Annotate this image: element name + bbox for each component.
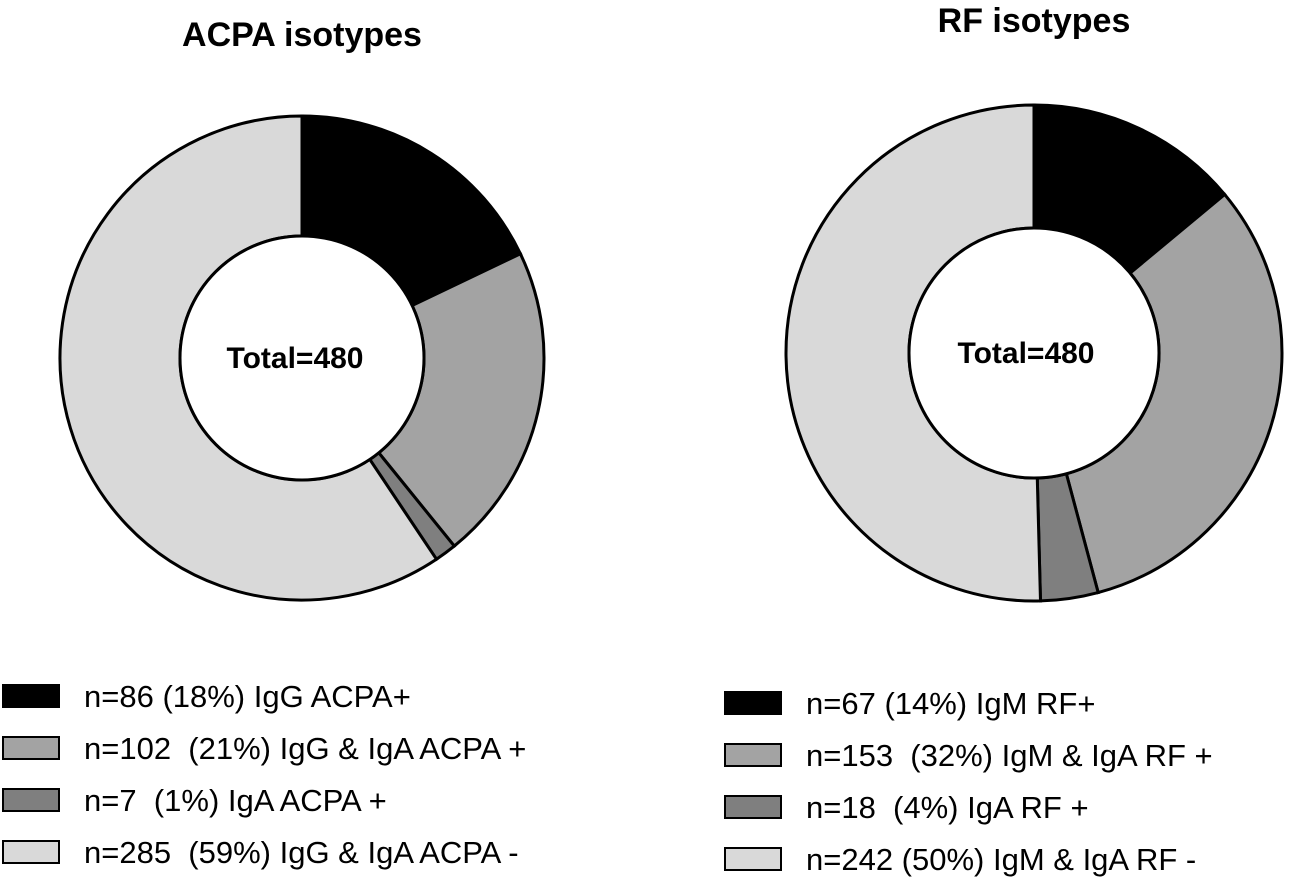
rf-donut-chart: Total=480 (784, 103, 1284, 603)
legend-label: n=153 (32%) IgM & IgA RF + (806, 737, 1213, 773)
legend-label: n=7 (1%) IgA ACPA + (84, 782, 387, 818)
legend-label: n=67 (14%) IgM RF+ (806, 685, 1096, 721)
legend-label: n=86 (18%) IgG ACPA+ (84, 678, 411, 714)
legend-item: n=7 (1%) IgA ACPA + (2, 774, 526, 826)
rf-chart-panel: RF isotypes Total=480 n=67 (14%) IgM RF+… (649, 0, 1298, 876)
donut-hole (178, 234, 426, 482)
acpa-legend: n=86 (18%) IgG ACPA+ n=102 (21%) IgG & I… (2, 670, 526, 878)
legend-item: n=86 (18%) IgG ACPA+ (2, 670, 526, 722)
legend-item: n=67 (14%) IgM RF+ (724, 677, 1213, 729)
donut-hole (907, 226, 1161, 480)
legend-swatch (2, 684, 60, 708)
legend-label: n=102 (21%) IgG & IgA ACPA + (84, 730, 527, 766)
center-label: Total=480 (957, 337, 1094, 370)
legend-item: n=102 (21%) IgG & IgA ACPA + (2, 722, 526, 774)
center-label: Total=480 (226, 342, 363, 375)
legend-label: n=242 (50%) IgM & IgA RF - (806, 841, 1197, 877)
chart-title: ACPA isotypes (182, 16, 422, 54)
legend-item: n=18 (4%) IgA RF + (724, 781, 1213, 833)
legend-label: n=18 (4%) IgA RF + (806, 789, 1089, 825)
rf-legend: n=67 (14%) IgM RF+ n=153 (32%) IgM & IgA… (724, 677, 1213, 885)
legend-swatch (724, 691, 782, 715)
legend-label: n=285 (59%) IgG & IgA ACPA - (84, 834, 519, 870)
legend-swatch (2, 788, 60, 812)
legend-item: n=285 (59%) IgG & IgA ACPA - (2, 826, 526, 878)
legend-swatch (724, 743, 782, 767)
chart-title: RF isotypes (937, 2, 1131, 40)
legend-item: n=242 (50%) IgM & IgA RF - (724, 833, 1213, 885)
legend-item: n=153 (32%) IgM & IgA RF + (724, 729, 1213, 781)
legend-swatch (2, 736, 60, 760)
legend-swatch (2, 840, 60, 864)
acpa-donut-chart: Total=480 (58, 114, 546, 602)
legend-swatch (724, 847, 782, 871)
acpa-chart-panel: ACPA isotypes Total=480 n=86 (18%) IgG A… (0, 0, 649, 876)
legend-swatch (724, 795, 782, 819)
